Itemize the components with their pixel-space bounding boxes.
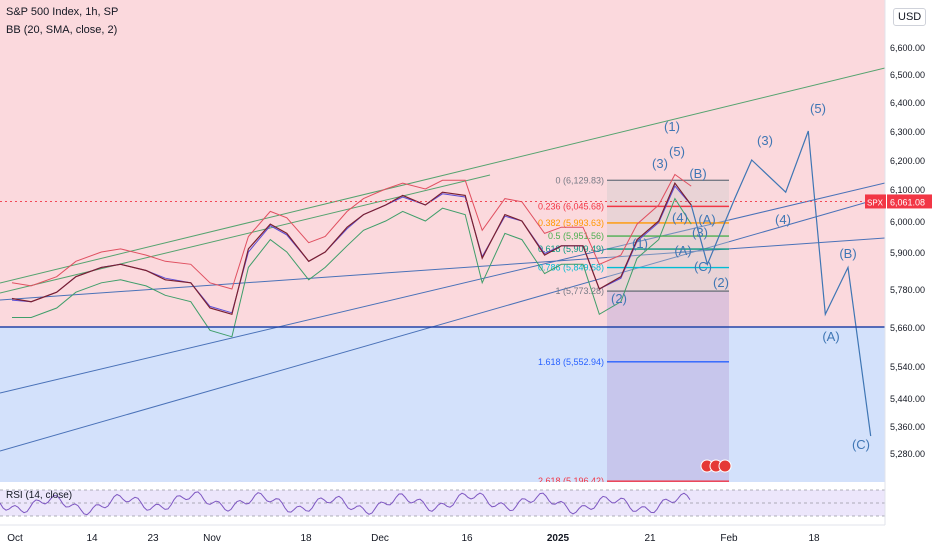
- trend-line: [0, 237, 885, 301]
- time-tick-label: 23: [147, 533, 159, 544]
- wave-label: (3): [692, 225, 708, 240]
- wave-label: (5): [810, 101, 826, 116]
- time-tick-label: Feb: [720, 533, 738, 544]
- plot-area[interactable]: 0 (6,129.83) 0.236 (6,045.68) 0.382 (5,993…: [0, 67, 885, 486]
- price-tick-label: 5,540.00: [890, 362, 925, 372]
- wave-label: (5): [669, 144, 685, 159]
- price-tick-label: 5,780.00: [890, 285, 925, 295]
- wave-label: (4): [775, 212, 791, 227]
- wave-label: (1): [632, 236, 648, 251]
- bb-upper-line: [11, 173, 692, 290]
- wave-label: (1): [664, 119, 680, 134]
- time-tick-label: 21: [644, 533, 656, 544]
- wave-label: (A): [822, 329, 839, 344]
- fib-label: 0.382 (5,993.63): [538, 218, 604, 228]
- rsi-line: [0, 491, 691, 516]
- currency-button[interactable]: USD: [893, 8, 927, 26]
- wave-label: (C): [852, 437, 870, 452]
- wave-label: (2): [713, 275, 729, 290]
- fib-extension-box: [607, 291, 729, 482]
- wave-label: (A): [698, 212, 715, 227]
- chart-title: S&P 500 Index, 1h, SP: [6, 6, 119, 18]
- price-tick-label: 6,000.00: [890, 217, 925, 227]
- background-zones: [0, 0, 885, 482]
- time-tick-label: 2025: [547, 533, 570, 544]
- price-tick-label: 5,440.00: [890, 394, 925, 404]
- price-tick-label: 6,600.00: [890, 43, 925, 53]
- rsi-label: RSI (14, close): [6, 490, 73, 501]
- fib-label: 0.786 (5,849.58): [538, 263, 604, 273]
- price-tick-label: 5,280.00: [890, 449, 925, 459]
- wave-label: (B): [839, 246, 856, 261]
- time-tick-label: 14: [86, 533, 98, 544]
- fib-label: 1 (5,773.28): [555, 286, 604, 296]
- price-axis: [885, 0, 932, 525]
- bb-lower-line: [12, 197, 692, 338]
- upper-zone: [0, 0, 885, 327]
- price-tick-label: 5,900.00: [890, 248, 925, 258]
- symbol-label: SPX: [867, 198, 884, 207]
- wave-label: (2): [611, 291, 627, 306]
- wave-label: (C): [694, 259, 712, 274]
- indicator-label: BB (20, SMA, close, 2): [6, 24, 118, 36]
- event-flag-icon[interactable]: [718, 459, 732, 473]
- fib-label: 2.618 (5,196.42): [538, 476, 604, 486]
- projection-line: [690, 130, 872, 437]
- trend-line: [0, 196, 885, 452]
- symbol-tag: [865, 194, 886, 209]
- trend-line: [0, 67, 885, 284]
- trend-line: [0, 174, 491, 294]
- price-tick-label: 5,360.00: [890, 422, 925, 432]
- price-line: [11, 182, 692, 316]
- lower-zone: [0, 327, 885, 482]
- price-tick-label: 6,100.00: [890, 185, 925, 195]
- wave-label: (4): [672, 210, 688, 225]
- time-tick-label: Dec: [371, 533, 389, 544]
- time-tick-label: 18: [300, 533, 312, 544]
- price-tick-label: 6,400.00: [890, 98, 925, 108]
- last-price-value: 6,061.08: [890, 197, 925, 207]
- fib-label: 0.618 (5,909.49): [538, 244, 604, 254]
- time-axis: [0, 525, 932, 550]
- rsi-band: [0, 490, 885, 516]
- time-tick-label: Nov: [203, 533, 221, 544]
- wave-label: (3): [757, 133, 773, 148]
- time-tick-label: Oct: [7, 533, 23, 544]
- price-tick-label: 6,500.00: [890, 70, 925, 80]
- fib-label: 0.5 (5,951.56): [548, 231, 604, 241]
- price-tick-label: 6,300.00: [890, 127, 925, 137]
- wave-label: (A): [674, 243, 691, 258]
- trend-line: [0, 182, 885, 394]
- fib-label: 0 (6,129.83): [555, 175, 604, 185]
- price-tick-label: 6,200.00: [890, 156, 925, 166]
- wave-label: (B): [689, 166, 706, 181]
- time-tick-label: 16: [461, 533, 473, 544]
- last-price-tag: [887, 194, 932, 209]
- fib-label: 1.618 (5,552.94): [538, 357, 604, 367]
- wave-label: (3): [652, 156, 668, 171]
- fib-label: 0.236 (6,045.68): [538, 201, 604, 211]
- price-tick-label: 5,660.00: [890, 323, 925, 333]
- time-tick-label: 18: [808, 533, 820, 544]
